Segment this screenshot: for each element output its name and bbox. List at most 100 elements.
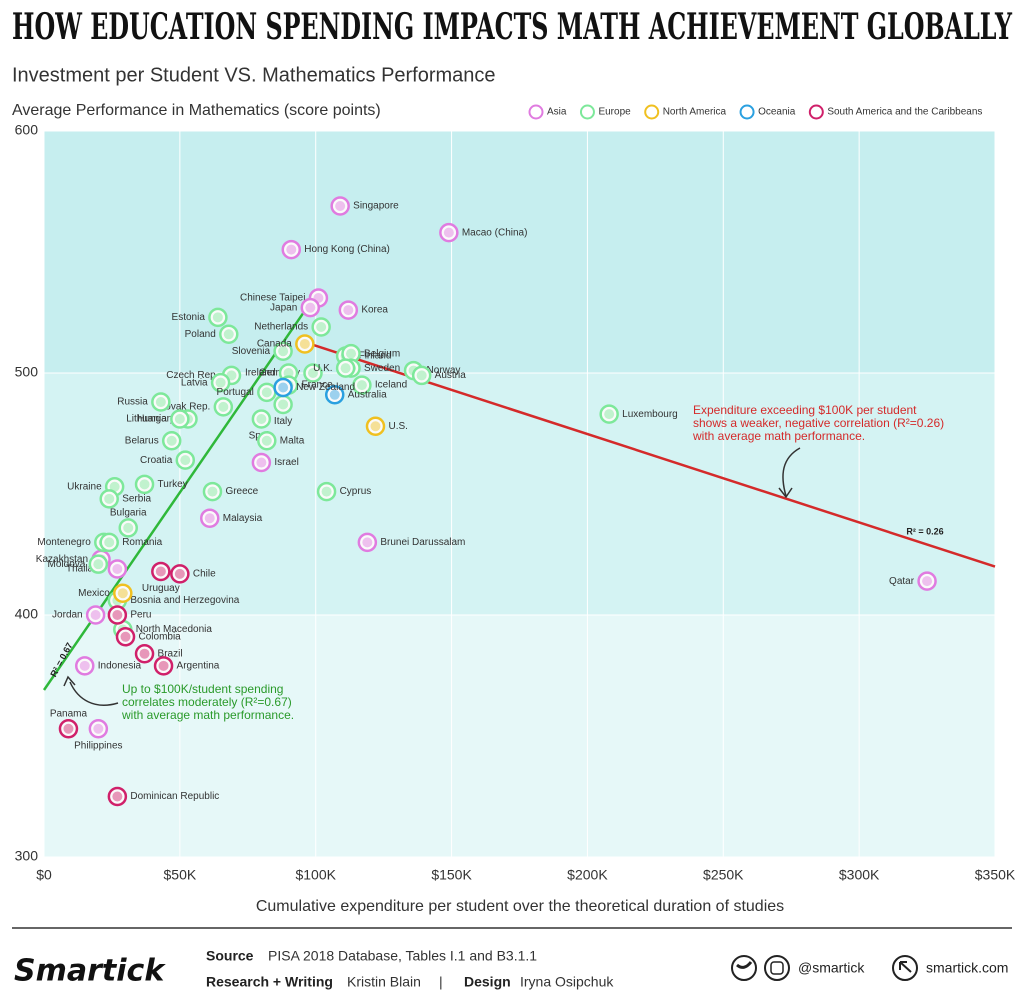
point (175, 450, 196, 470)
point-inner (158, 660, 169, 671)
x-tick-label: $300K (839, 867, 880, 883)
point (170, 564, 190, 584)
point (324, 385, 345, 405)
point-label: U.K. (313, 363, 332, 374)
point-inner (604, 409, 615, 420)
logo: Smartick (14, 954, 166, 989)
x-tick-label: $250K (703, 867, 744, 883)
point (251, 452, 272, 473)
point-inner (139, 479, 150, 490)
point (85, 605, 106, 625)
point (281, 239, 302, 260)
legend-marker (644, 104, 660, 120)
web-icon[interactable] (892, 955, 918, 981)
point-inner (112, 564, 123, 575)
point-label: Luxembourg (622, 409, 678, 420)
point (58, 718, 79, 739)
point-label: Portugal (217, 387, 254, 398)
point (599, 404, 619, 424)
point-inner (139, 648, 150, 659)
legend-marker (808, 104, 824, 120)
x-tick-label: $200K (567, 867, 608, 883)
point (338, 300, 359, 320)
point-inner (180, 455, 191, 466)
point-label: Japan (270, 302, 297, 313)
site-link[interactable]: smartick.com (926, 960, 1008, 976)
point-inner (207, 486, 218, 497)
footer-separator: | (439, 974, 443, 990)
point (273, 341, 293, 361)
x-tick-label: $150K (431, 867, 472, 883)
x-tick-label: $350K (975, 867, 1016, 883)
point-inner (104, 537, 115, 548)
point-label: Slovak Rep. (156, 402, 210, 413)
footer-text: Iryna Osipchuk (520, 974, 614, 990)
point (151, 561, 171, 582)
point-inner (120, 631, 131, 642)
point (411, 365, 432, 386)
point (161, 431, 182, 451)
point-label: Iceland (375, 380, 407, 391)
point-label: Dominican Republic (130, 791, 219, 802)
point-inner (218, 401, 229, 412)
point-label: Estonia (172, 312, 206, 323)
trend-r2-label: R² = 0.26 (906, 526, 943, 536)
point-label: Australia (348, 389, 387, 400)
point-label: Uruguay (142, 583, 180, 594)
point (199, 508, 220, 528)
point-inner (346, 348, 357, 359)
annotation-line: shows a weaker, negative correlation (R²… (693, 416, 944, 430)
point-label: Lithuania (126, 414, 167, 425)
point-label: New Zealand (296, 382, 355, 393)
point-label: Russia (117, 397, 148, 408)
point-label: Romania (122, 537, 162, 548)
point-inner (356, 380, 367, 391)
point (99, 489, 119, 509)
point-inner (223, 329, 234, 340)
point (213, 397, 234, 417)
point-inner (174, 413, 185, 424)
plot-band (44, 373, 995, 615)
point-inner (316, 322, 327, 333)
legend-marker (528, 104, 544, 120)
arrow (782, 447, 801, 497)
point (300, 297, 321, 318)
plot-band (44, 615, 995, 857)
legend-label: Asia (547, 107, 567, 118)
point-inner (305, 302, 316, 313)
point-label: Thailand (66, 564, 104, 575)
point (352, 375, 372, 395)
point-label: Qatar (889, 576, 915, 587)
point-label: Cyprus (340, 486, 372, 497)
point-inner (123, 522, 134, 533)
point-label: Latvia (181, 377, 208, 388)
web-glyph (899, 961, 912, 973)
point (107, 559, 128, 579)
point-label: Italy (274, 416, 292, 427)
y-axis-label: Average Performance in Mathematics (scor… (12, 102, 381, 119)
social-handle[interactable]: @smartick (798, 960, 865, 976)
point-inner (299, 338, 310, 349)
point-inner (256, 457, 267, 468)
point-label: Poland (185, 329, 216, 340)
point (316, 481, 337, 502)
twitter-icon[interactable] (731, 955, 757, 981)
legend-label: Oceania (758, 107, 796, 118)
point-label: Belgium (364, 348, 400, 359)
point-label: Croatia (140, 455, 173, 466)
annotation-line: Up to $100K/student spending (122, 682, 283, 696)
point-label: Brazil (158, 648, 183, 659)
annotation-line: with average math performance. (121, 708, 294, 722)
point-label: Moldova (48, 559, 86, 570)
x-tick-label: $50K (164, 867, 197, 883)
point-inner (112, 791, 123, 802)
instagram-icon[interactable] (764, 955, 790, 981)
annotation-line: Expenditure exceeding $100K per student (693, 403, 917, 417)
point (208, 307, 228, 328)
point-inner (343, 305, 354, 316)
plot-area: 300 400 500 600 $0 $50K $100K $150K $200K $250K $3… (15, 122, 1016, 883)
legend-marker (579, 104, 595, 120)
point-label: Jordan (52, 610, 83, 621)
